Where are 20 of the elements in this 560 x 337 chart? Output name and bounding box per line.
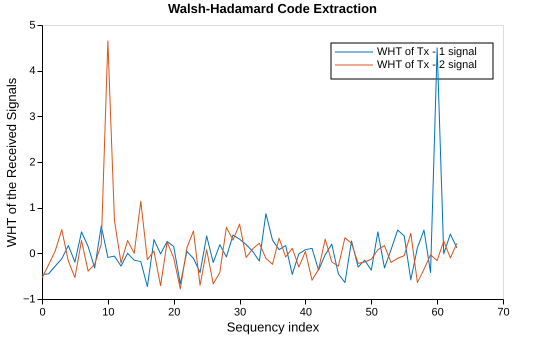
y-tick-label: 3 (29, 110, 36, 123)
x-tick-label: 30 (234, 306, 246, 318)
y-tick-label: 4 (29, 65, 36, 78)
chart-title: Walsh-Hadamard Code Extraction (168, 1, 378, 16)
y-tick-label: 5 (29, 20, 36, 32)
y-tick-label: 2 (29, 156, 36, 168)
y-tick-label: 0 (29, 248, 36, 260)
x-tick-label: 10 (102, 306, 114, 318)
x-tick-label: 40 (300, 306, 312, 318)
x-tick-label: 60 (432, 306, 444, 318)
x-tick-label: 0 (39, 306, 46, 318)
x-tick-label: 50 (366, 306, 378, 318)
y-tick-label: 1 (29, 202, 36, 214)
x-axis-title: Sequency index (226, 320, 320, 334)
x-tick-label: 70 (497, 306, 510, 318)
legend-label: WHT of Tx - 2 signal (377, 59, 477, 71)
legend-label: WHT of Tx - 1 signal (377, 46, 477, 58)
x-tick-label: 20 (168, 306, 180, 318)
y-tick-label: −1 (22, 294, 36, 306)
y-axis-title: WHT of the Received Signals (4, 77, 19, 248)
